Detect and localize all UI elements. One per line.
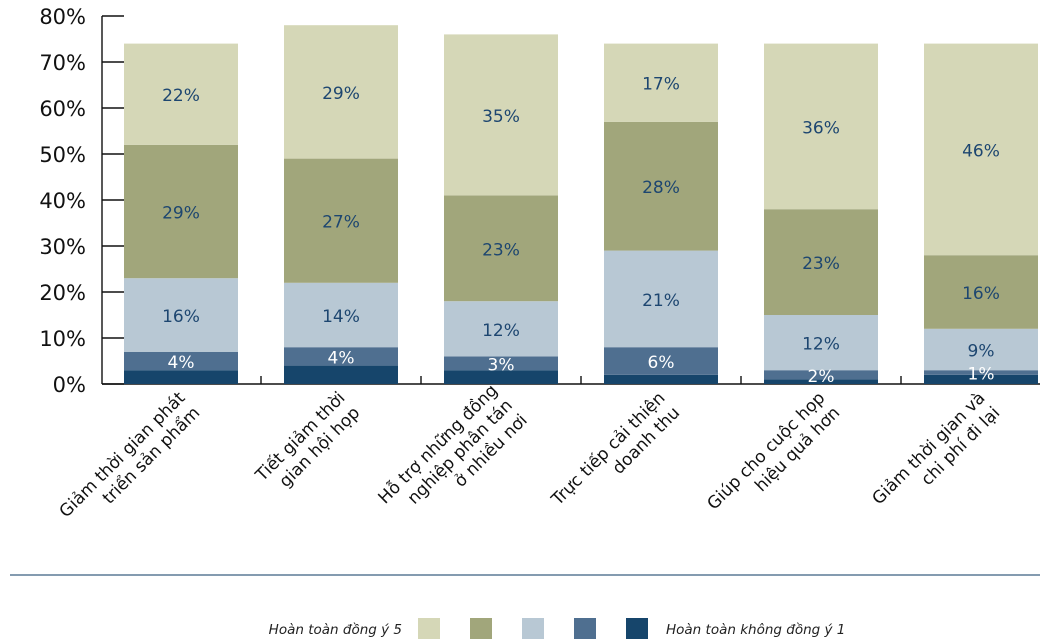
x-tick-label: Hỗ trợ những đồngnghiệp phân tánở nhiều … — [374, 380, 532, 538]
bar-segment — [444, 195, 558, 302]
data-label: 2% — [808, 367, 835, 387]
data-label: 16% — [162, 307, 200, 327]
legend-swatch — [522, 618, 544, 639]
bar-segment — [604, 121, 718, 251]
svg-text:Giúp cho cuộc họphiệu quả hơn: Giúp cho cuộc họphiệu quả hơn — [703, 388, 844, 529]
bar-segment — [444, 301, 558, 357]
y-tick-label: 80% — [39, 5, 86, 29]
bar-segment — [284, 347, 398, 366]
bar-segment — [604, 374, 718, 384]
bars: 4% 16% 29% 22% 4% 14% 27% 29% 3% 12% 23% 35% 6% 21% 28… — [124, 25, 1038, 387]
data-label: 27% — [322, 213, 360, 233]
legend-swatch — [418, 618, 440, 639]
x-tick-label: Giúp cho cuộc họphiệu quả hơn — [703, 388, 844, 529]
legend-swatch — [470, 618, 492, 639]
data-label: 14% — [322, 307, 360, 327]
bar-segment — [924, 255, 1038, 329]
bar-segment — [764, 315, 878, 371]
data-label: 1% — [968, 365, 995, 385]
data-label: 36% — [802, 118, 840, 138]
data-label: 29% — [162, 204, 200, 224]
svg-text:Giảm thời gian pháttriển sản p: Giảm thời gian pháttriển sản phẩm — [56, 388, 205, 537]
bar-segment — [284, 158, 398, 283]
bar-segment — [604, 347, 718, 375]
data-label: 21% — [642, 291, 680, 311]
data-label: 28% — [642, 178, 680, 198]
data-label: 29% — [322, 84, 360, 104]
data-label: 6% — [648, 353, 675, 373]
data-label: 23% — [482, 240, 520, 260]
bar-segment — [764, 209, 878, 315]
bar-segment — [284, 282, 398, 348]
bar-segment — [924, 328, 1038, 371]
y-tick-label: 50% — [39, 143, 86, 167]
legend-left-label: Hoàn toàn đồng ý 5 — [269, 621, 402, 638]
x-axis-labels: Giảm thời gian pháttriển sản phẩm Tiết gi… — [56, 380, 1005, 538]
y-tick-label: 60% — [39, 97, 86, 121]
bar-segment — [284, 365, 398, 384]
data-label: 16% — [962, 284, 1000, 304]
y-tick-label: 70% — [39, 51, 86, 75]
data-label: 12% — [482, 321, 520, 341]
x-tick-label: Trực tiếp cải thiệndoanh thu — [547, 388, 685, 526]
x-tick-label: Tiết giảm thờigian hội họp — [251, 388, 365, 502]
bar-segment — [924, 374, 1038, 384]
legend-swatch — [626, 618, 648, 639]
bar-segment — [124, 351, 238, 371]
svg-text:Hỗ trợ những đồngnghiệp phân t: Hỗ trợ những đồngnghiệp phân tánở nhiều … — [374, 380, 532, 538]
bar-segment — [924, 370, 1038, 375]
legend-right-label: Hoàn toàn không đồng ý 1 — [666, 621, 845, 638]
y-tick-label: 20% — [39, 281, 86, 305]
bar-segment — [444, 370, 558, 384]
bar-segment — [124, 144, 238, 279]
bar-segment — [604, 43, 718, 122]
data-label: 46% — [962, 141, 1000, 161]
legend: Hoàn toàn đồng ý 5 Hoàn toàn không đồng … — [269, 618, 845, 639]
bar-segment — [444, 356, 558, 371]
data-label: 35% — [482, 107, 520, 127]
y-tick-label: 10% — [39, 327, 86, 351]
bar-segment — [924, 43, 1038, 256]
data-label: 9% — [968, 342, 995, 362]
y-tick-label: 0% — [53, 373, 86, 397]
data-label: 22% — [162, 86, 200, 106]
svg-text:Tiết giảm thờigian hội họp: Tiết giảm thờigian hội họp — [251, 388, 365, 502]
bar-segment — [604, 250, 718, 348]
x-tick-label: Giảm thời gian vàchi phí đi lại — [869, 388, 1005, 524]
y-tick-label: 40% — [39, 189, 86, 213]
bar-segment — [284, 25, 398, 159]
bar-segment — [124, 278, 238, 352]
svg-text:Giảm thời gian vàchi phí đi lạ: Giảm thời gian vàchi phí đi lại — [869, 388, 1005, 524]
y-tick-label: 30% — [39, 235, 86, 259]
y-axis: 0% 10% 20% 30% 40% 50% 60% 70% 80% — [39, 5, 1040, 397]
legend-swatches — [418, 618, 648, 639]
bar-segment — [124, 370, 238, 384]
data-label: 23% — [802, 254, 840, 274]
bar-segment — [764, 43, 878, 210]
svg-text:Trực tiếp cải thiệndoanh thu: Trực tiếp cải thiệndoanh thu — [547, 388, 685, 526]
data-label: 4% — [328, 348, 355, 368]
data-label: 4% — [168, 353, 195, 373]
bar-segment — [764, 370, 878, 380]
bar-segment — [124, 43, 238, 145]
data-label: 3% — [488, 355, 515, 375]
data-label: 17% — [642, 75, 680, 95]
bar-segment — [444, 34, 558, 196]
legend-swatch — [574, 618, 596, 639]
bar-segment — [764, 379, 878, 384]
data-label: 12% — [802, 335, 840, 355]
x-tick-label: Giảm thời gian pháttriển sản phẩm — [56, 388, 205, 537]
